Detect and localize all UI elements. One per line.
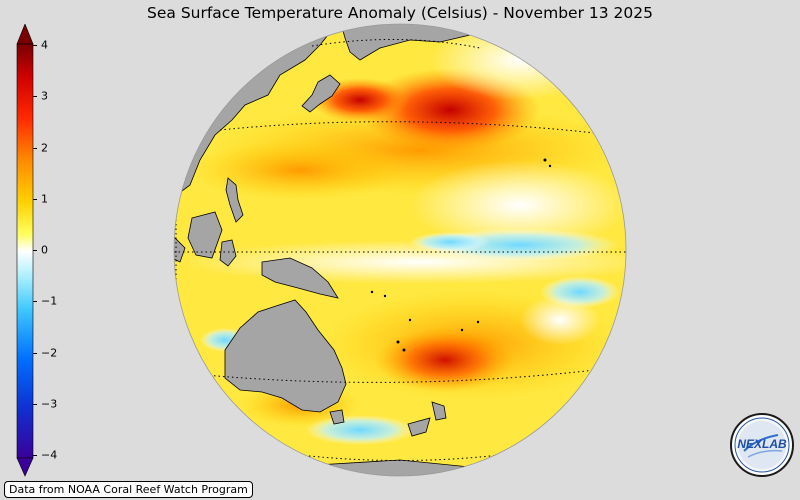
colorbar-tick-label: 1 [41, 192, 48, 206]
colorbar-tick-label: −2 [41, 346, 58, 359]
colorbar-tick-label: −4 [41, 448, 58, 462]
islands [370, 158, 552, 352]
colorbar-tick-label: −1 [41, 294, 58, 308]
land [174, 24, 561, 476]
colorbar-tick-mark [33, 45, 37, 46]
colorbar-tick-label: 4 [41, 38, 48, 52]
colorbar-tick-mark [33, 301, 37, 303]
colorbar-tick-mark [33, 403, 37, 405]
colorbar-tick-label: 2 [41, 141, 48, 154]
data-credit-label: Data from NOAA Coral Reef Watch Program [4, 481, 253, 498]
colorbar-tick-mark [33, 352, 37, 354]
colorbar-tick-mark [33, 147, 37, 149]
colorbar-tick-label: 0 [41, 243, 48, 257]
map-title: Sea Surface Temperature Anomaly (Celsius… [147, 4, 653, 22]
colorbar [16, 24, 34, 477]
nexlab-logo: NEXLAB [730, 413, 794, 477]
logo-text: NEXLAB [737, 437, 787, 451]
graticule [174, 39, 626, 461]
colorbar-tick-mark [33, 198, 37, 200]
colorbar-tick-label: −3 [41, 397, 58, 411]
colorbar-tick-mark [33, 455, 37, 456]
colorbar-min-arrow [16, 457, 34, 477]
colorbar-tick-mark [33, 96, 37, 98]
colorbar-tick-mark [33, 250, 37, 251]
colorbar-tick-label: 3 [41, 89, 48, 103]
